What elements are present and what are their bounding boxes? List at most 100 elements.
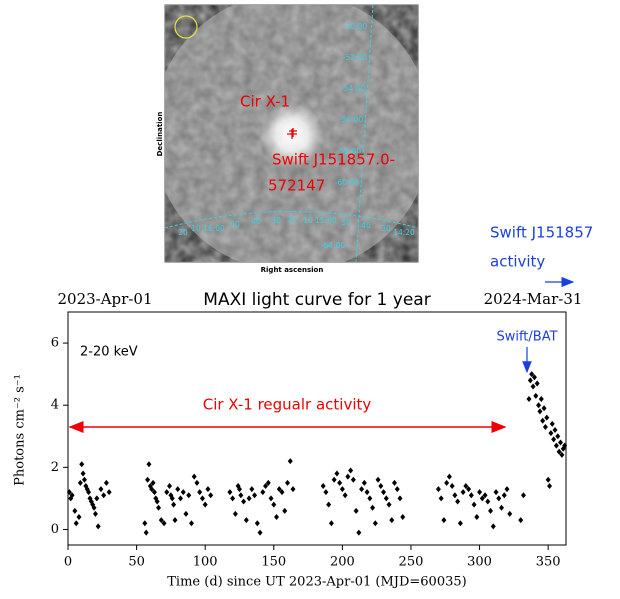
data-point (238, 492, 244, 499)
data-point (361, 479, 367, 486)
data-point (180, 489, 186, 496)
swift-activity-label: activity (490, 253, 545, 271)
source-label: Cir X-1 (240, 93, 290, 111)
y-tick-label: 4 (51, 398, 59, 413)
data-point (559, 451, 565, 458)
data-point (533, 392, 539, 399)
ra-label: 20 (287, 215, 297, 224)
data-point (145, 476, 151, 483)
activity-label: Cir X-1 regualr activity (203, 396, 372, 414)
ra-label: 10 16:00 (191, 224, 225, 233)
data-point (169, 495, 175, 502)
data-point (146, 461, 152, 468)
data-point (143, 529, 149, 536)
data-point (326, 501, 332, 508)
data-point (76, 514, 82, 521)
data-point (449, 482, 455, 489)
x-tick-label: 50 (128, 555, 145, 570)
data-point (73, 520, 79, 527)
data-point (348, 467, 354, 474)
data-point (254, 520, 260, 527)
data-point (460, 489, 466, 496)
data-point (531, 374, 537, 381)
data-point (285, 479, 291, 486)
ra-label: 40 (251, 217, 261, 226)
data-point (208, 492, 214, 499)
data-point (455, 498, 461, 505)
dec-label: -58:00 (337, 147, 362, 156)
ra-label: 14:20 (393, 228, 415, 237)
data-point (397, 495, 403, 502)
data-point (493, 489, 499, 496)
data-point (337, 479, 343, 486)
y-tick-label: 2 (51, 460, 59, 475)
y-tick-label: 6 (51, 336, 59, 351)
chart-title: MAXI light curve for 1 year (203, 290, 430, 310)
data-point (150, 479, 156, 486)
data-point (282, 507, 288, 514)
data-point (542, 423, 548, 430)
data-point (552, 427, 558, 434)
data-point (186, 492, 192, 499)
data-point (95, 523, 101, 530)
data-point (452, 492, 458, 499)
data-point (81, 476, 87, 483)
data-point (490, 523, 496, 530)
data-point (320, 482, 326, 489)
data-point (175, 486, 181, 493)
data-point (236, 486, 242, 493)
data-point (72, 507, 78, 514)
data-point (339, 486, 345, 493)
data-point (441, 517, 447, 524)
data-point (529, 371, 535, 378)
dec-grid (355, 5, 374, 262)
data-point (342, 492, 348, 499)
psf-circle (174, 15, 198, 39)
data-point (246, 495, 252, 502)
data-point (172, 517, 178, 524)
data-point (191, 473, 197, 480)
data-point (79, 461, 85, 468)
start-date: 2023-Apr-01 (57, 290, 152, 308)
ra-label: 50 (230, 220, 240, 229)
data-point (106, 489, 112, 496)
data-point (66, 489, 72, 496)
data-point (477, 489, 483, 496)
data-point (526, 395, 532, 402)
data-point (142, 520, 148, 527)
energy-label: 2-20 keV (80, 345, 138, 360)
data-point (375, 476, 381, 483)
data-point (562, 442, 568, 449)
data-point (171, 501, 177, 508)
plot-frame (67, 311, 567, 546)
data-point (271, 501, 277, 508)
data-point (91, 504, 97, 511)
data-point (94, 495, 100, 502)
data-point (359, 486, 365, 493)
data-point (479, 495, 485, 502)
data-point (527, 377, 533, 384)
data-point (158, 517, 164, 524)
data-point (488, 507, 494, 514)
data-point (547, 482, 553, 489)
data-point (383, 495, 389, 502)
data-point (435, 486, 441, 493)
data-point (471, 501, 477, 508)
data-point (457, 520, 463, 527)
data-point (482, 492, 488, 499)
data-point (197, 489, 203, 496)
data-point (370, 504, 376, 511)
data-point (199, 495, 205, 502)
data-point (69, 492, 75, 499)
data-point (507, 510, 513, 517)
data-point (444, 479, 450, 486)
data-point (548, 430, 554, 437)
data-point (167, 482, 173, 489)
data-point (328, 520, 334, 527)
dec-label: -50:00 (343, 22, 368, 31)
data-point (350, 476, 356, 483)
data-point (86, 489, 92, 496)
data-point (265, 479, 271, 486)
ra-label: 30 (271, 216, 281, 225)
data-point (400, 514, 406, 521)
